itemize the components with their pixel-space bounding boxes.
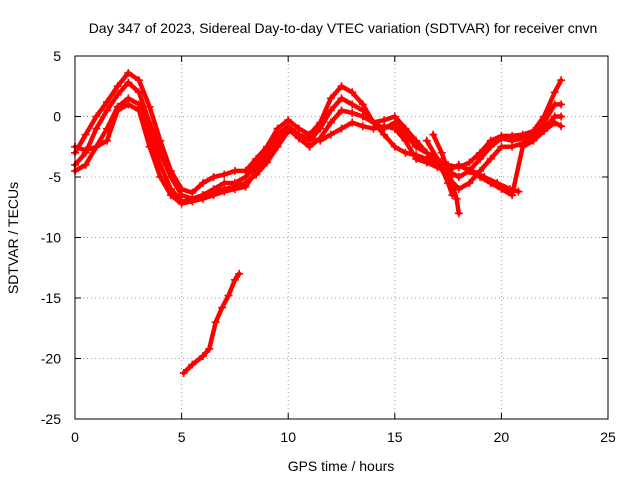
series-spur-c (454, 160, 523, 196)
chart-title: Day 347 of 2023, Sidereal Day-to-day VTE… (89, 20, 598, 36)
x-tick-label: 5 (178, 429, 186, 445)
y-axis-label: SDTVAR / TECUs (5, 182, 21, 294)
data-series (71, 68, 566, 378)
y-tick-label: 5 (53, 48, 61, 64)
x-tick-label: 20 (494, 429, 510, 445)
x-axis-label: GPS time / hours (288, 458, 395, 474)
y-tick-label: -10 (41, 230, 61, 246)
y-tick-label: -5 (49, 169, 62, 185)
series-lower-segment (179, 269, 244, 378)
series-spur-b (429, 130, 463, 218)
y-tick-label: -20 (41, 351, 61, 367)
y-tick-label: -15 (41, 290, 61, 306)
x-tick-label: 15 (387, 429, 403, 445)
series-spur-a (422, 136, 457, 200)
axis-ticks: 0 5 10 15 20 25 -25 -20 -15 -10 -5 0 5 (41, 48, 616, 445)
x-tick-label: 0 (71, 429, 79, 445)
y-tick-label: 0 (53, 109, 61, 125)
y-tick-label: -25 (41, 411, 61, 427)
x-tick-label: 10 (280, 429, 296, 445)
x-tick-label: 25 (600, 429, 616, 445)
series-line (424, 138, 455, 198)
